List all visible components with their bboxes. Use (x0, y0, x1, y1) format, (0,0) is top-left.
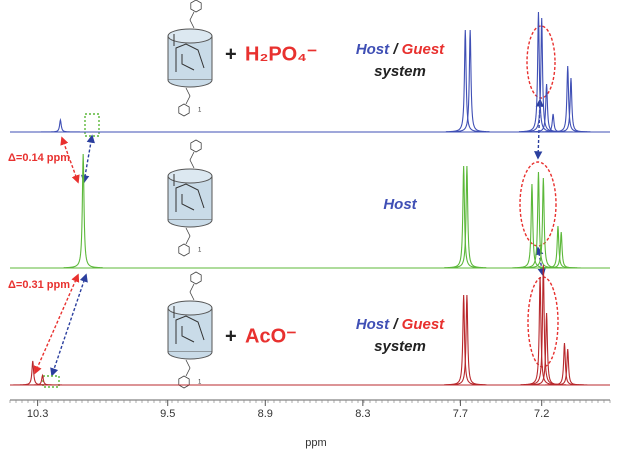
system-label: Host / Guest (356, 41, 445, 58)
compound-number: 1 (198, 248, 202, 254)
spectrum-peak (522, 17, 562, 133)
cylinder-bottom (167, 351, 213, 360)
phenyl-ring (190, 139, 202, 153)
x-axis-label: ppm (305, 437, 326, 449)
molecule-icon: 1 (167, 271, 213, 389)
plus-sign: + (225, 325, 237, 347)
cylinder-bottom (167, 219, 213, 228)
phenyl-ring (178, 243, 190, 257)
linker (189, 11, 195, 29)
anion-label: AcO⁻ (245, 325, 297, 347)
spectrum-peak (40, 117, 80, 133)
anion-label: H₂PO₄⁻ (245, 43, 317, 65)
spectrum-peak (541, 231, 581, 269)
spectrum-peak (548, 348, 588, 386)
spectrum-peak (551, 77, 591, 133)
macrocycle (173, 306, 205, 344)
x-tick-label: 8.9 (258, 408, 273, 420)
phenyl-ring (190, 0, 202, 13)
linker (189, 151, 195, 169)
x-tick-label: 8.3 (355, 408, 370, 420)
x-tick-label: 9.5 (160, 408, 175, 420)
spectrum-peak (518, 11, 558, 133)
phenyl-ring (178, 375, 190, 389)
spectrum-peak (13, 360, 53, 386)
phenyl-ring (178, 103, 190, 117)
host-label: Host (383, 196, 417, 213)
spectrum-peak (520, 276, 560, 386)
spectrum-peak (445, 29, 485, 133)
spectrum-peak (447, 294, 487, 386)
spectrum-peak (544, 342, 584, 386)
spectrum-peak (447, 165, 487, 269)
macrocycle (173, 34, 205, 72)
host-word: Host (356, 41, 390, 58)
compound-number: 1 (198, 380, 202, 386)
macrocycle (173, 174, 205, 212)
x-tick-label: 7.2 (534, 408, 549, 420)
linker (185, 359, 191, 377)
spectrum-peak (444, 165, 484, 269)
delta-label: Δ=0.14 ppm (8, 152, 70, 164)
delta-label: Δ=0.31 ppm (8, 279, 70, 291)
linker (185, 227, 191, 245)
plus-sign: + (225, 43, 237, 65)
slash: / (392, 41, 399, 58)
cylinder-top (167, 28, 213, 44)
cylinder-top (167, 300, 213, 316)
system-word: system (374, 338, 426, 355)
guest-word: Guest (402, 41, 446, 58)
linker (185, 87, 191, 105)
slash: / (392, 316, 399, 333)
compound-number: 1 (198, 108, 202, 114)
spectrum-peak (63, 153, 103, 269)
spectrum-peak (523, 177, 563, 269)
spectrum-peak (23, 373, 63, 386)
cylinder-top (167, 168, 213, 184)
molecule-icon: 1 (167, 0, 213, 117)
x-tick-label: 10.3 (27, 408, 48, 420)
spectrum-peak (523, 264, 563, 386)
linker (189, 283, 195, 301)
system-label: Host / Guest (356, 316, 445, 333)
x-tick-label: 7.7 (453, 408, 468, 420)
phenyl-ring (190, 271, 202, 285)
cylinder-bottom (167, 79, 213, 88)
molecule-icon: 1 (167, 139, 213, 257)
spectrum-peak (533, 113, 573, 133)
spectrum-peak (444, 294, 484, 386)
system-word: system (374, 63, 426, 80)
spectrum-peak (450, 29, 490, 133)
guest-word: Guest (402, 316, 446, 333)
host-word: Host (356, 316, 390, 333)
